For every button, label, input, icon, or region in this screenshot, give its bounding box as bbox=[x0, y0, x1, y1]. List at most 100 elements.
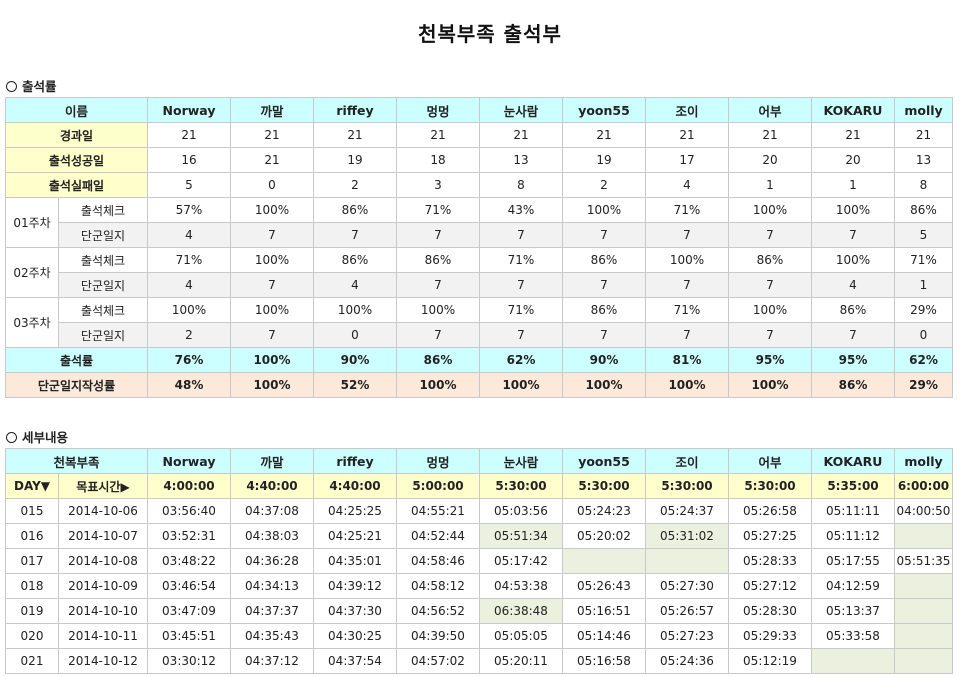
value-cell: 5 bbox=[147, 172, 231, 198]
target-time-cell: 4:40:00 bbox=[313, 473, 397, 499]
log-value-cell: 7 bbox=[645, 322, 729, 348]
log-label-cell: 단군일지 bbox=[58, 322, 148, 348]
member-header-cell: 조이 bbox=[645, 448, 729, 474]
time-cell: 05:24:23 bbox=[562, 498, 646, 524]
time-cell: 05:16:58 bbox=[562, 648, 646, 674]
rate-value-cell: 95% bbox=[811, 347, 895, 373]
member-header-cell: molly bbox=[894, 97, 953, 123]
time-cell: 03:46:54 bbox=[147, 573, 231, 599]
rate-value-cell: 62% bbox=[894, 347, 953, 373]
check-value-cell: 86% bbox=[313, 247, 397, 273]
log-rate-value-cell: 86% bbox=[811, 372, 895, 398]
member-header-cell: Norway bbox=[147, 97, 231, 123]
detail-row: 017 2014-10-08 03:48:22 04:36:28 04:35:01 04:… bbox=[5, 548, 953, 574]
value-cell: 18 bbox=[396, 147, 480, 173]
rate-value-cell: 90% bbox=[562, 347, 646, 373]
time-cell bbox=[894, 623, 953, 649]
log-rate-value-cell: 100% bbox=[562, 372, 646, 398]
value-cell: 2 bbox=[313, 172, 397, 198]
time-cell: 05:26:57 bbox=[645, 598, 729, 624]
section-details-label: 세부내용 bbox=[22, 430, 69, 445]
log-value-cell: 7 bbox=[811, 222, 895, 248]
summary-row: 출석실패일 5 0 2 3 8 2 4 1 1 8 bbox=[5, 172, 953, 198]
check-value-cell: 86% bbox=[562, 247, 646, 273]
value-cell: 13 bbox=[479, 147, 563, 173]
log-value-cell: 7 bbox=[396, 322, 480, 348]
time-cell: 05:26:43 bbox=[562, 573, 646, 599]
time-cell: 05:33:58 bbox=[811, 623, 895, 649]
log-label-cell: 단군일지 bbox=[58, 272, 148, 298]
target-time-cell: 4:00:00 bbox=[147, 473, 231, 499]
detail-row: 019 2014-10-10 03:47:09 04:37:37 04:37:30 04:… bbox=[5, 598, 953, 624]
log-value-cell: 0 bbox=[313, 322, 397, 348]
time-cell: 05:24:36 bbox=[645, 648, 729, 674]
target-time-cell: 4:40:00 bbox=[230, 473, 314, 499]
value-cell: 21 bbox=[230, 147, 314, 173]
check-value-cell: 100% bbox=[728, 297, 812, 323]
check-value-cell: 100% bbox=[230, 297, 314, 323]
log-value-cell: 7 bbox=[396, 222, 480, 248]
detail-row: 018 2014-10-09 03:46:54 04:34:13 04:39:12 04:… bbox=[5, 573, 953, 599]
rate-value-cell: 76% bbox=[147, 347, 231, 373]
summary-row: 경과일 21 21 21 21 21 21 21 21 21 21 bbox=[5, 122, 953, 148]
check-value-cell: 71% bbox=[645, 297, 729, 323]
member-header-cell: riffey bbox=[313, 97, 397, 123]
target-time-cell: 5:35:00 bbox=[811, 473, 895, 499]
time-cell: 03:56:40 bbox=[147, 498, 231, 524]
summary-header-row: 이름 Norway 까말 riffey 멍멍 눈사람 yoon55 조이 어부 KOKARU mol… bbox=[5, 97, 953, 123]
target-header-cell: 목표시간▶ bbox=[58, 473, 148, 499]
time-cell: 03:47:09 bbox=[147, 598, 231, 624]
check-value-cell: 57% bbox=[147, 197, 231, 223]
time-cell bbox=[645, 548, 729, 574]
value-cell: 1 bbox=[728, 172, 812, 198]
time-cell: 05:27:12 bbox=[728, 573, 812, 599]
time-cell: 04:35:01 bbox=[313, 548, 397, 574]
check-value-cell: 100% bbox=[728, 197, 812, 223]
check-label-cell: 출석체크 bbox=[58, 297, 148, 323]
target-time-cell: 5:30:00 bbox=[479, 473, 563, 499]
time-cell: 05:31:02 bbox=[645, 523, 729, 549]
detail-header-row: 천복부족 Norway 까말 riffey 멍멍 눈사람 yoon55 조이 어부 KOKARU m… bbox=[5, 448, 953, 474]
detail-row: 021 2014-10-12 03:30:12 04:37:12 04:37:54 04:… bbox=[5, 648, 953, 674]
log-value-cell: 7 bbox=[313, 222, 397, 248]
detail-row: 020 2014-10-11 03:45:51 04:35:43 04:30:25 04:… bbox=[5, 623, 953, 649]
log-value-cell: 7 bbox=[728, 322, 812, 348]
time-cell: 05:51:35 bbox=[894, 548, 953, 574]
date-cell: 2014-10-09 bbox=[58, 573, 148, 599]
row-label-cell: 출석실패일 bbox=[5, 172, 148, 198]
attendance-detail-table: 천복부족 Norway 까말 riffey 멍멍 눈사람 yoon55 조이 어부 KOKARU m… bbox=[5, 448, 953, 674]
check-value-cell: 100% bbox=[811, 197, 895, 223]
log-value-cell: 7 bbox=[811, 322, 895, 348]
time-cell: 05:11:12 bbox=[811, 523, 895, 549]
check-value-cell: 100% bbox=[562, 197, 646, 223]
week-label-cell: 01주차 bbox=[5, 197, 59, 248]
date-cell: 2014-10-11 bbox=[58, 623, 148, 649]
date-cell: 2014-10-07 bbox=[58, 523, 148, 549]
time-cell: 04:00:50 bbox=[894, 498, 953, 524]
time-cell: 05:27:25 bbox=[728, 523, 812, 549]
time-cell: 04:35:43 bbox=[230, 623, 314, 649]
time-cell bbox=[894, 648, 953, 674]
rate-value-cell: 100% bbox=[230, 347, 314, 373]
date-cell: 2014-10-08 bbox=[58, 548, 148, 574]
time-cell: 04:30:25 bbox=[313, 623, 397, 649]
name-header-cell: 이름 bbox=[5, 97, 148, 123]
time-cell: 05:20:11 bbox=[479, 648, 563, 674]
log-rate-value-cell: 48% bbox=[147, 372, 231, 398]
week-check-row: 02주차 출석체크 71% 100% 86% 86% 71% 86% 100% 86% 100% 71… bbox=[5, 247, 953, 298]
value-cell: 20 bbox=[728, 147, 812, 173]
time-cell: 04:37:30 bbox=[313, 598, 397, 624]
log-value-cell: 5 bbox=[894, 222, 953, 248]
time-cell: 05:14:46 bbox=[562, 623, 646, 649]
check-value-cell: 86% bbox=[396, 247, 480, 273]
value-cell: 21 bbox=[645, 122, 729, 148]
time-cell: 03:45:51 bbox=[147, 623, 231, 649]
check-value-cell: 86% bbox=[894, 197, 953, 223]
log-rate-value-cell: 100% bbox=[396, 372, 480, 398]
target-time-cell: 5:30:00 bbox=[645, 473, 729, 499]
attendance-summary-table: 이름 Norway 까말 riffey 멍멍 눈사람 yoon55 조이 어부 KOKARU mol… bbox=[5, 97, 953, 398]
check-value-cell: 71% bbox=[479, 247, 563, 273]
log-value-cell: 7 bbox=[562, 222, 646, 248]
time-cell: 05:16:51 bbox=[562, 598, 646, 624]
rate-value-cell: 81% bbox=[645, 347, 729, 373]
